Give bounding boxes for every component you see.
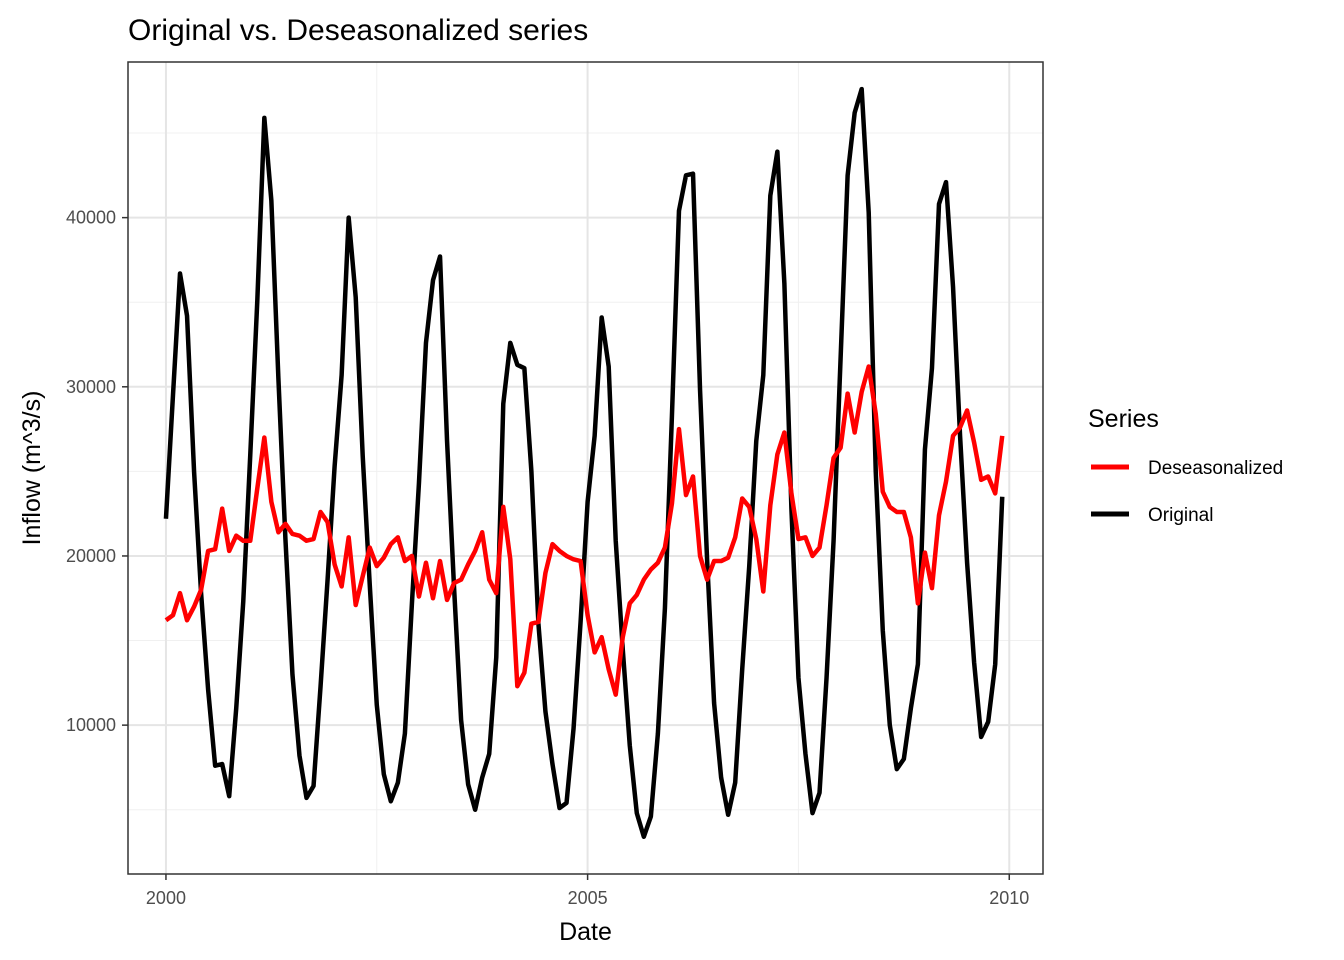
- series-line-deseasonalized: [164, 364, 1005, 697]
- series-layer: [163, 86, 1005, 840]
- legend-label-original: Original: [1148, 505, 1213, 526]
- x-axis-title: Date: [559, 918, 612, 946]
- grid-minor: [128, 62, 1043, 874]
- legend-label-deseasonalized: Deseasonalized: [1148, 458, 1283, 479]
- y-tick-label: 40000: [66, 208, 116, 228]
- y-tick-label: 30000: [66, 377, 116, 397]
- x-axis: 2000 2005 2010: [146, 874, 1029, 908]
- plot-border: [127, 61, 1044, 875]
- y-axis: 10000 20000 30000 40000: [66, 208, 128, 735]
- legend-title: Series: [1088, 405, 1159, 433]
- y-axis-title: Inflow (m^3/s): [18, 391, 46, 546]
- x-tick-label: 2000: [146, 888, 186, 908]
- y-tick-label: 20000: [66, 546, 116, 566]
- y-tick-label: 10000: [66, 715, 116, 735]
- x-tick-label: 2005: [568, 888, 608, 908]
- chart-title: Original vs. Deseasonalized series: [128, 14, 588, 47]
- x-tick-label: 2010: [989, 888, 1029, 908]
- legend: Series Deseasonalized Original: [1088, 405, 1283, 526]
- series-line-original: [163, 86, 1005, 840]
